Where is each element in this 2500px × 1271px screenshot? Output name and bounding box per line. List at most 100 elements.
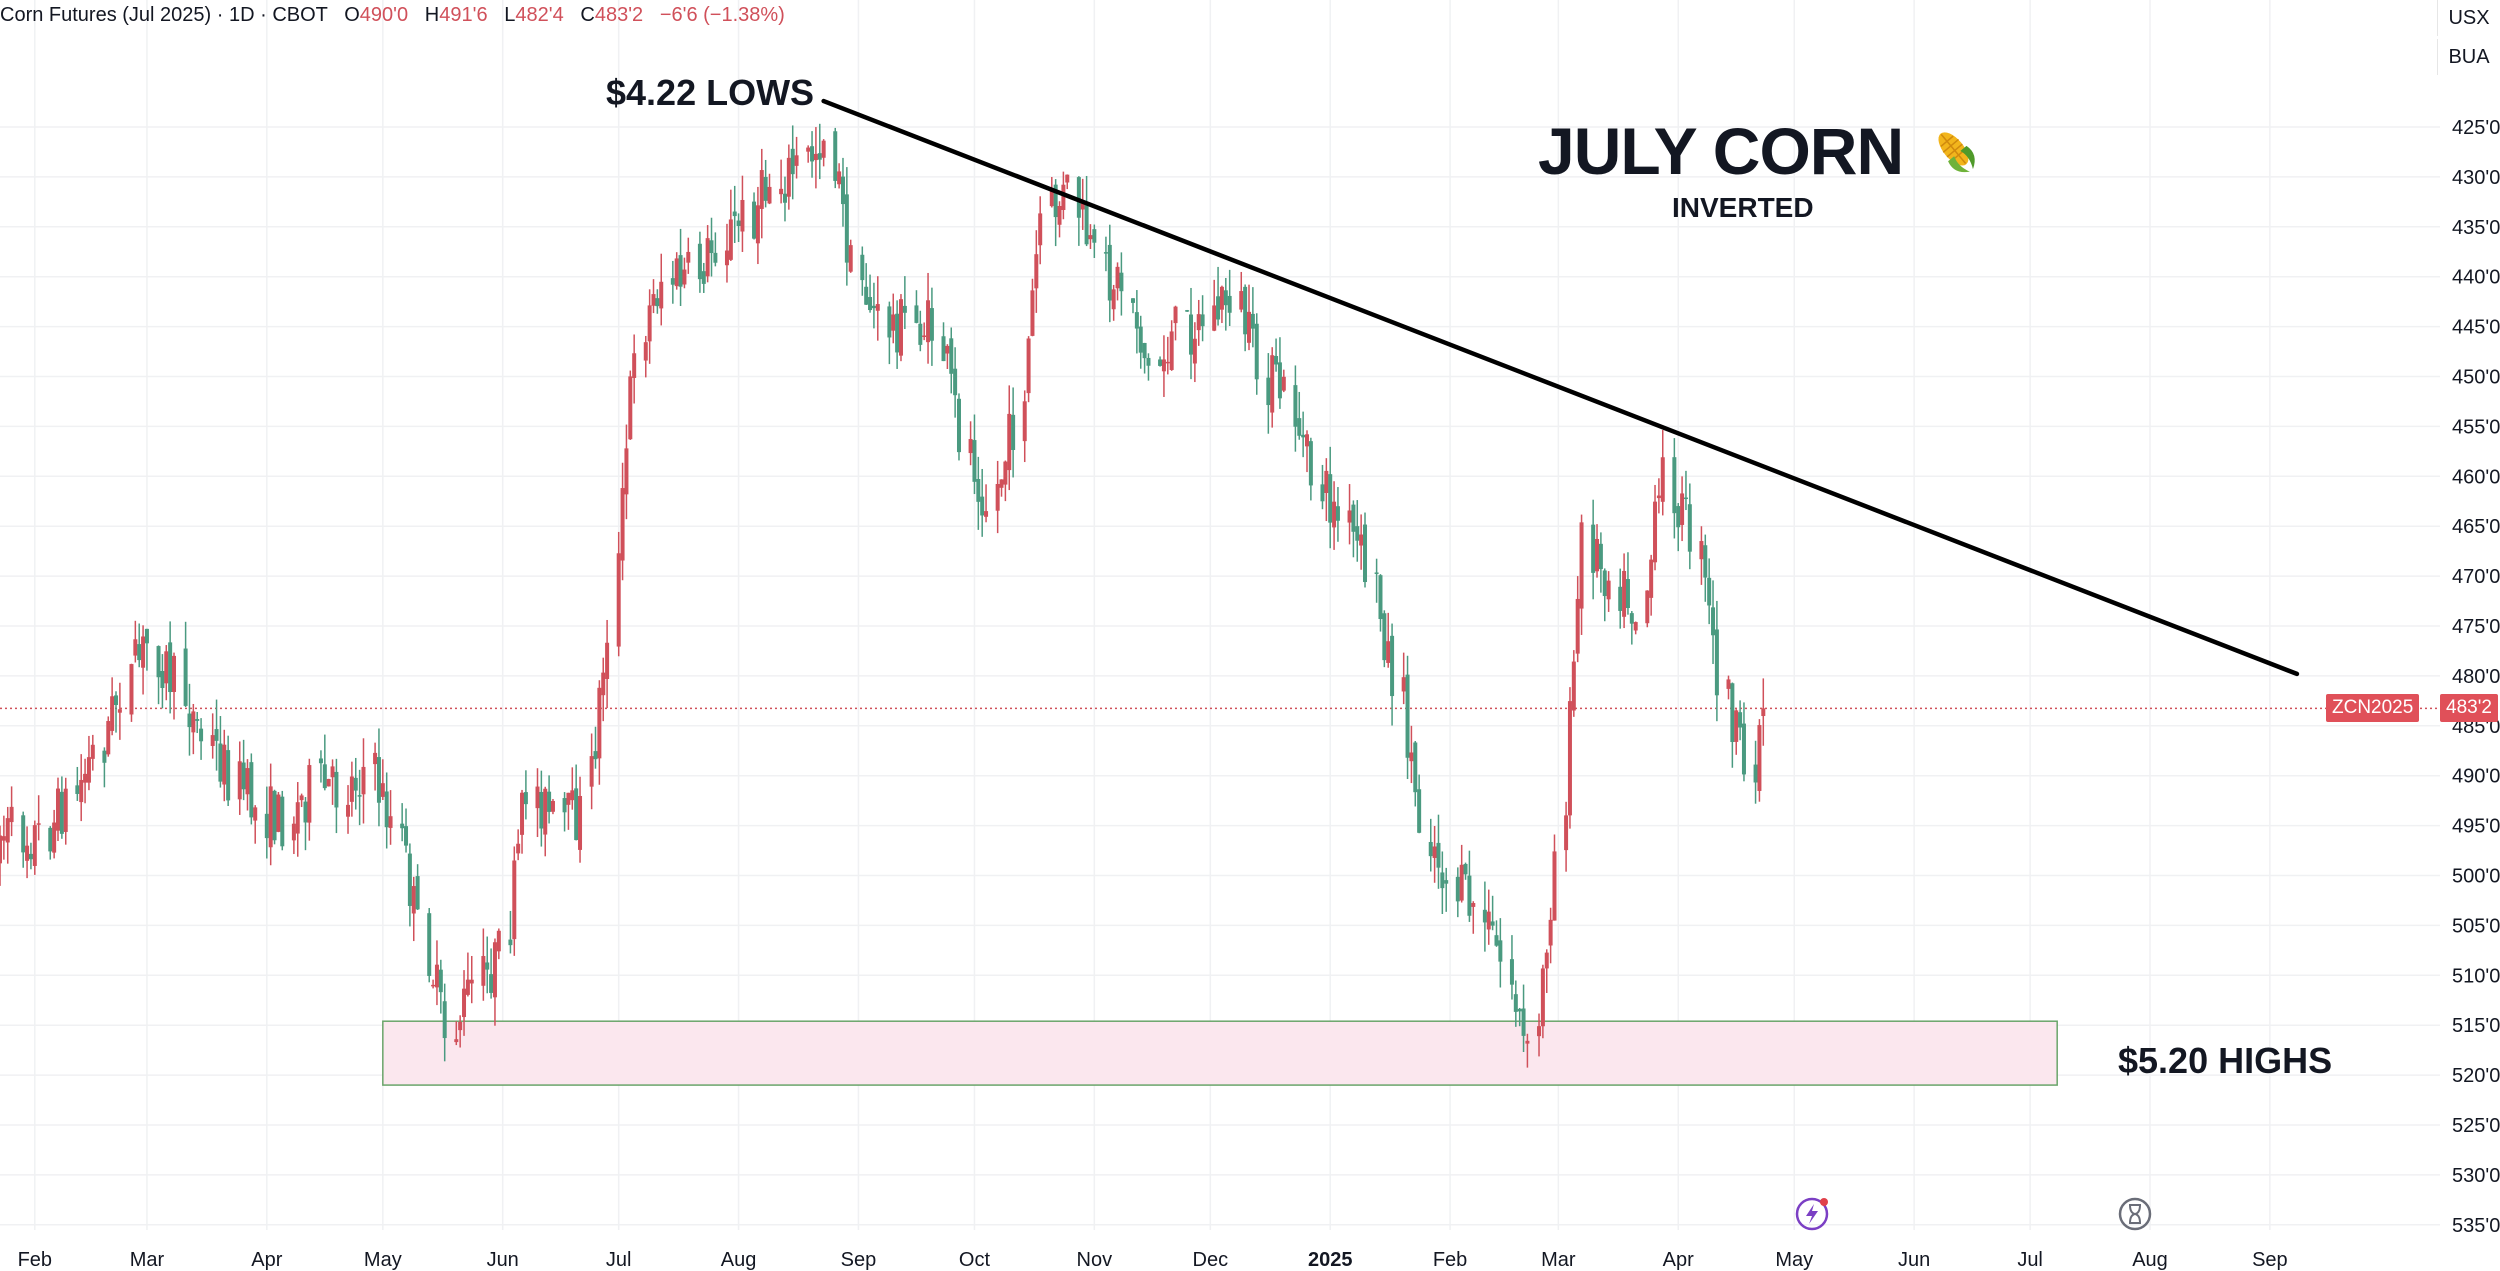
candle[interactable] [291, 816, 296, 855]
candle[interactable] [790, 125, 795, 200]
candle[interactable] [1386, 612, 1391, 668]
candle[interactable] [1707, 558, 1712, 625]
candle[interactable] [427, 908, 432, 983]
candle[interactable] [1463, 862, 1468, 880]
candle[interactable] [1622, 553, 1627, 629]
candle[interactable] [806, 145, 811, 163]
candle[interactable] [941, 322, 946, 362]
candle[interactable] [330, 759, 335, 805]
candle[interactable] [1591, 499, 1596, 600]
candle[interactable] [5, 806, 10, 864]
candle[interactable] [1571, 650, 1576, 717]
candle[interactable] [9, 786, 14, 837]
candle[interactable] [48, 826, 53, 860]
candle[interactable] [891, 293, 896, 344]
candle[interactable] [1277, 337, 1282, 409]
candle[interactable] [1432, 825, 1437, 883]
candle[interactable] [485, 936, 490, 994]
candle[interactable] [833, 127, 838, 189]
candle[interactable] [1494, 920, 1499, 947]
candle[interactable] [1575, 576, 1580, 663]
candle[interactable] [1057, 201, 1062, 238]
candle[interactable] [728, 189, 733, 261]
candle[interactable] [415, 864, 420, 910]
candle[interactable] [1239, 271, 1244, 313]
candle[interactable] [1653, 484, 1658, 571]
candle[interactable] [129, 663, 134, 722]
candle[interactable] [1521, 984, 1526, 1053]
time-axis[interactable]: Feb Mar Apr May Jun Jul Aug Sep Oct Nov Dec 2025 Feb… [18, 1249, 2288, 1271]
candle[interactable] [655, 289, 660, 314]
candle[interactable] [133, 620, 138, 663]
chart-title[interactable]: JULY CORN [1538, 113, 1984, 189]
candle[interactable] [1672, 438, 1677, 539]
candle[interactable] [438, 959, 443, 1014]
candle[interactable] [253, 805, 258, 844]
candle[interactable] [1111, 284, 1116, 321]
candle[interactable] [83, 758, 88, 804]
candle[interactable] [875, 276, 880, 341]
candle[interactable] [755, 186, 760, 265]
candle[interactable] [922, 322, 927, 341]
candle[interactable] [1076, 176, 1081, 246]
candle[interactable] [1428, 818, 1433, 872]
candle[interactable] [1119, 252, 1124, 316]
candle[interactable] [326, 778, 331, 787]
candle[interactable] [218, 716, 223, 788]
candle[interactable] [1308, 437, 1313, 501]
candle[interactable] [1359, 514, 1364, 570]
candle[interactable] [187, 683, 192, 756]
candle[interactable] [400, 803, 405, 842]
candle[interactable] [1216, 266, 1221, 326]
candle[interactable] [241, 739, 246, 801]
candle[interactable] [357, 769, 362, 826]
candle[interactable] [508, 910, 513, 954]
candle[interactable] [1134, 290, 1139, 354]
candle[interactable] [1022, 390, 1027, 463]
candle[interactable] [632, 334, 637, 404]
candle[interactable] [999, 479, 1004, 497]
candle[interactable] [1038, 196, 1043, 265]
candle[interactable] [605, 619, 610, 709]
candle[interactable] [550, 798, 555, 815]
candle[interactable] [616, 531, 621, 657]
candle[interactable] [75, 766, 80, 801]
candle[interactable] [678, 228, 683, 307]
candle[interactable] [1065, 174, 1070, 190]
candle[interactable] [442, 983, 447, 1062]
candle[interactable] [210, 713, 215, 759]
candle[interactable] [651, 279, 656, 314]
candle[interactable] [492, 938, 497, 1026]
candle[interactable] [779, 159, 784, 204]
candle[interactable] [1088, 224, 1093, 249]
candle[interactable] [860, 246, 865, 296]
candle[interactable] [1459, 844, 1464, 903]
candle[interactable] [52, 809, 57, 859]
candle[interactable] [0, 825, 2, 886]
candle[interactable] [810, 131, 815, 178]
candle[interactable] [307, 758, 312, 841]
candle[interactable] [574, 764, 579, 841]
candle[interactable] [280, 790, 285, 851]
candle[interactable] [1548, 907, 1553, 964]
candle[interactable] [102, 747, 107, 788]
candle[interactable] [1540, 964, 1545, 1039]
candle[interactable] [264, 786, 269, 859]
candle[interactable] [1598, 532, 1603, 593]
candle[interactable] [1146, 353, 1151, 381]
candle[interactable] [303, 797, 308, 851]
candle[interactable] [1374, 558, 1379, 603]
candle[interactable] [25, 826, 30, 879]
candle[interactable] [1192, 322, 1197, 383]
candle[interactable] [222, 729, 227, 802]
candle[interactable] [1417, 774, 1422, 834]
candle[interactable] [214, 699, 219, 771]
candle[interactable] [539, 770, 544, 847]
candle[interactable] [465, 952, 470, 997]
candle[interactable] [1645, 590, 1650, 628]
candle[interactable] [373, 742, 378, 791]
candle[interactable] [956, 393, 961, 461]
candle[interactable] [512, 846, 517, 956]
candle[interactable] [353, 757, 358, 810]
candle[interactable] [106, 716, 111, 757]
